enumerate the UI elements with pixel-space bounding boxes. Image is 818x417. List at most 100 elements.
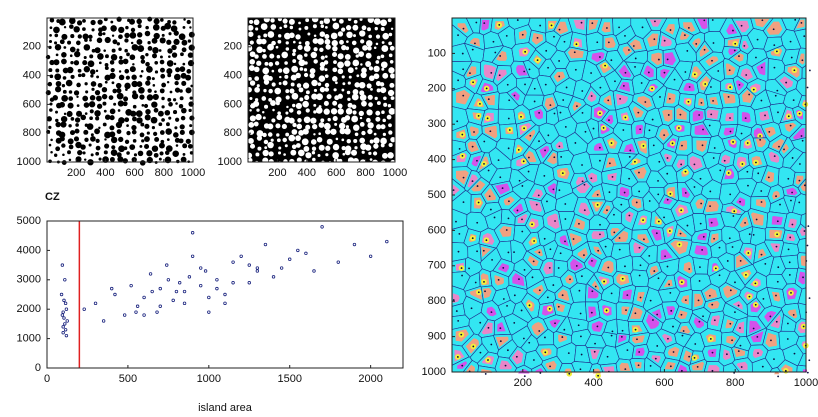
image-blob [101, 93, 108, 100]
image-blob [288, 108, 294, 113]
cell-seed [767, 176, 770, 179]
cell-seed [505, 34, 508, 37]
cell-seed [684, 192, 687, 194]
image-blob [161, 96, 165, 101]
cell-seed [624, 265, 626, 268]
image-blob [73, 90, 80, 96]
image-blob [285, 47, 290, 51]
image-blob [365, 61, 372, 68]
image-blob [94, 47, 101, 54]
image-blob [344, 149, 351, 156]
image-blob [390, 96, 395, 101]
image-blob [144, 30, 151, 37]
cell-seed [620, 335, 623, 338]
cell-seed [679, 113, 682, 116]
cell-core [558, 334, 567, 343]
cell-seed [657, 277, 660, 280]
cell-seed [711, 369, 714, 372]
cell-seed [604, 64, 606, 67]
cell-seed [768, 130, 771, 133]
image-blob [179, 66, 186, 72]
image-blob [276, 54, 281, 59]
cell-seed [506, 305, 508, 307]
cell-seed [752, 233, 755, 236]
image-blob [309, 72, 315, 79]
cell-seed [748, 295, 751, 298]
image-blob [337, 53, 344, 60]
image-blob [380, 143, 385, 148]
cell-seed [754, 303, 757, 306]
cell-seed [581, 180, 584, 183]
cell-seed [696, 366, 699, 368]
y-tick-label: 1000 [218, 156, 242, 168]
image-blob [253, 19, 260, 26]
image-blob [312, 24, 317, 29]
cell-core [465, 364, 476, 372]
voronoi-cell [571, 361, 593, 373]
image-blob [359, 90, 365, 96]
cell-seed [455, 310, 458, 312]
point [64, 307, 69, 311]
image-blob [67, 102, 74, 109]
cell-seed [484, 373, 487, 375]
cell-seed [719, 169, 722, 172]
image-blob [147, 46, 153, 51]
cell-seed [657, 58, 660, 61]
cell-seed [553, 112, 556, 115]
image-blob [186, 69, 192, 74]
cell-seed [592, 127, 595, 130]
image-blob [188, 31, 195, 38]
cell-seed [624, 368, 627, 371]
image-blob [168, 102, 173, 107]
cell-seed [624, 116, 627, 119]
image-blob [292, 59, 297, 63]
image-blob [246, 152, 253, 159]
image-blob [279, 26, 282, 30]
point [247, 263, 251, 267]
cell-core [786, 187, 798, 196]
cell-seed [668, 230, 671, 232]
cell-seed [790, 199, 792, 202]
cell-core [663, 279, 673, 288]
image-blob [49, 26, 53, 30]
y-tick-label: 800 [224, 127, 242, 139]
image-blob [49, 108, 53, 112]
point [61, 325, 65, 329]
cell-seed [574, 142, 577, 144]
cell-core [796, 19, 805, 29]
cell-core [788, 218, 797, 229]
image-blob [132, 116, 137, 122]
cell-seed [597, 374, 599, 377]
cell-seed [680, 313, 683, 316]
cell-core [694, 124, 710, 136]
cell-seed [740, 132, 743, 135]
cell-seed [688, 355, 691, 358]
image-blob [283, 153, 286, 156]
cell-core [531, 188, 544, 199]
cell-seed [474, 42, 476, 45]
image-blob [267, 141, 274, 149]
point [101, 319, 106, 323]
image-blob [118, 145, 125, 153]
image-blob [171, 52, 178, 58]
x-tick-label: 800 [155, 167, 173, 179]
image-blob [124, 68, 130, 74]
cell-seed [729, 193, 732, 196]
image-blob [382, 118, 386, 123]
cell-seed [760, 66, 763, 69]
cell-seed [802, 325, 805, 328]
image-blob [74, 50, 81, 58]
cell-seed [610, 59, 613, 62]
cell-seed [602, 127, 605, 129]
cell-seed [479, 102, 481, 105]
cell-seed [610, 334, 613, 337]
point [203, 269, 208, 273]
cell-seed [790, 291, 792, 294]
image-blob [178, 138, 184, 144]
point [63, 278, 67, 282]
cell-seed [607, 41, 610, 44]
point [122, 313, 127, 317]
cell-seed [698, 114, 701, 116]
cell-seed [533, 359, 535, 361]
